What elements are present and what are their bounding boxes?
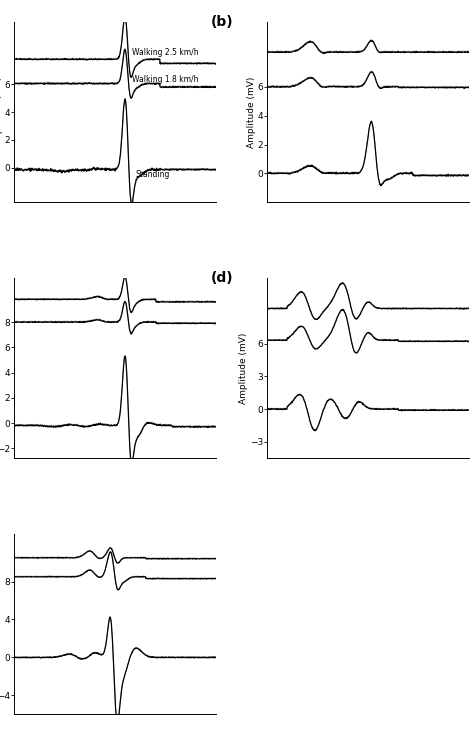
Text: Walking 2.5 km/h: Walking 2.5 km/h [131,48,198,57]
Y-axis label: Amplitude (mV): Amplitude (mV) [239,332,248,404]
Text: (b): (b) [210,15,233,28]
Text: Walking 1.8 km/h: Walking 1.8 km/h [131,75,198,84]
Y-axis label: Amplitude (mV): Amplitude (mV) [246,77,255,148]
Text: Standing: Standing [136,170,170,179]
Text: (d): (d) [210,270,233,285]
Y-axis label: Amplitude (mV): Amplitude (mV) [0,77,3,148]
